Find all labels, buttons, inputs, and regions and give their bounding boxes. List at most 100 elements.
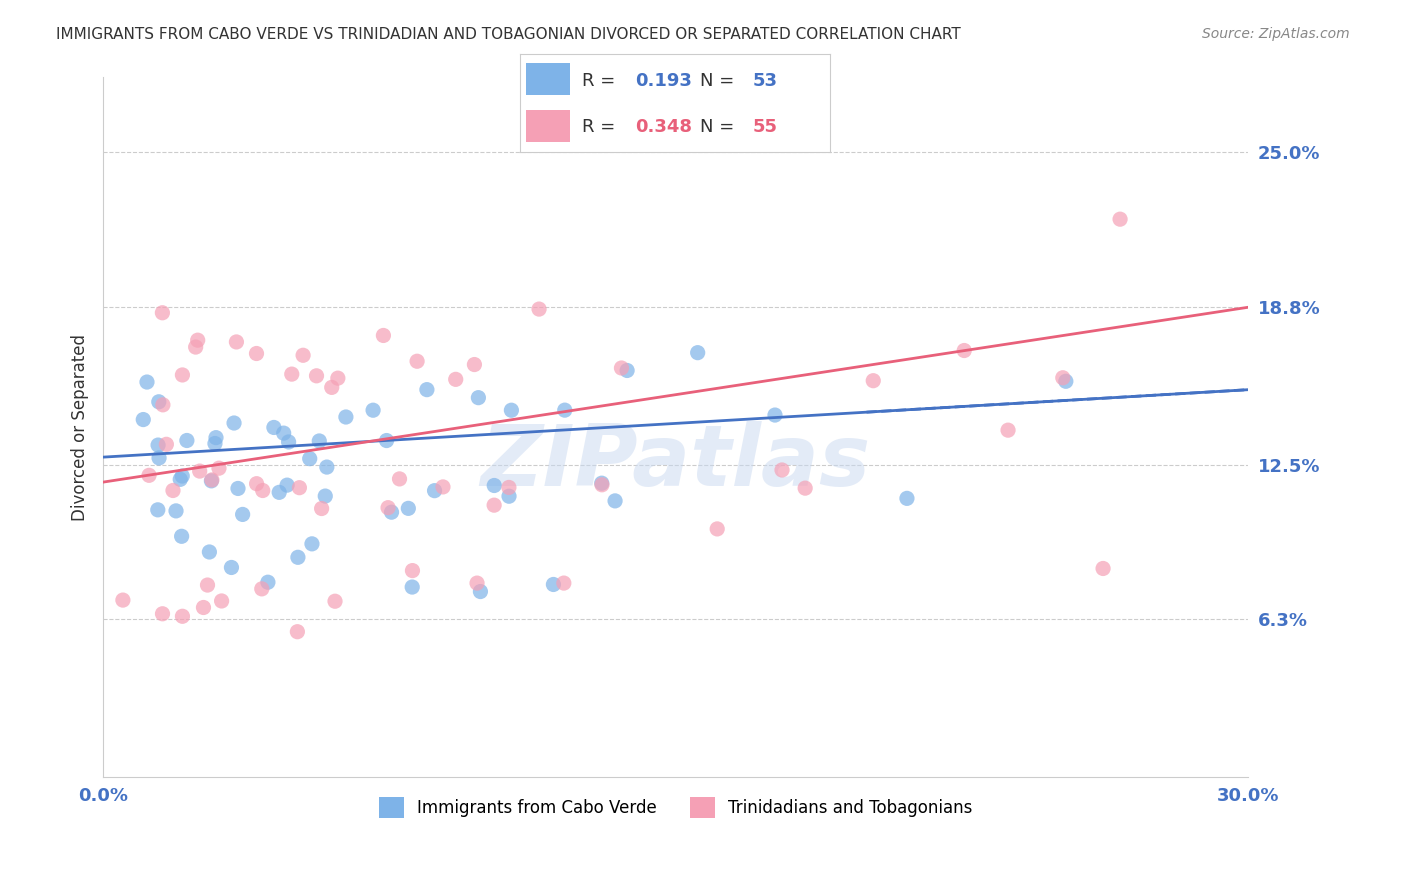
Point	[276, 478, 298, 492]
Point	[198, 545, 221, 559]
Point	[269, 485, 291, 500]
Text: N =: N =	[700, 72, 740, 90]
Point	[165, 504, 187, 518]
Text: Source: ZipAtlas.com: Source: ZipAtlas.com	[1202, 27, 1350, 41]
Point	[543, 577, 565, 591]
Point	[152, 398, 174, 412]
Point	[263, 420, 285, 434]
Point	[208, 461, 231, 475]
Point	[323, 594, 346, 608]
Point	[794, 481, 817, 495]
Point	[288, 481, 311, 495]
Text: IMMIGRANTS FROM CABO VERDE VS TRINIDADIAN AND TOBAGONIAN DIVORCED OR SEPARATED C: IMMIGRANTS FROM CABO VERDE VS TRINIDADIA…	[56, 27, 960, 42]
Point	[169, 472, 191, 486]
Point	[305, 368, 328, 383]
Point	[221, 560, 243, 574]
Point	[470, 584, 492, 599]
Point	[273, 426, 295, 441]
Bar	[526, 111, 569, 142]
Point	[444, 372, 467, 386]
Point	[482, 498, 505, 512]
Point	[373, 328, 395, 343]
Point	[222, 416, 245, 430]
Point	[170, 529, 193, 543]
Point	[298, 451, 321, 466]
Point	[232, 508, 254, 522]
Point	[463, 358, 485, 372]
Point	[172, 609, 194, 624]
Point	[896, 491, 918, 506]
Point	[997, 423, 1019, 437]
Point	[862, 374, 884, 388]
Point	[257, 575, 280, 590]
Point	[155, 437, 177, 451]
Point	[321, 380, 343, 394]
Point	[152, 607, 174, 621]
Point	[146, 503, 169, 517]
Point	[416, 383, 439, 397]
Point	[361, 403, 384, 417]
Point	[205, 431, 228, 445]
Point	[553, 576, 575, 591]
Point	[953, 343, 976, 358]
Point	[176, 434, 198, 448]
Point	[287, 624, 309, 639]
Point	[603, 494, 626, 508]
Point	[401, 580, 423, 594]
Point	[201, 473, 224, 487]
Point	[188, 464, 211, 478]
Text: N =: N =	[700, 118, 740, 136]
Point	[200, 474, 222, 488]
Point	[465, 576, 488, 591]
Point	[706, 522, 728, 536]
Point	[245, 346, 267, 360]
Point	[250, 582, 273, 596]
Point	[484, 478, 506, 492]
Point	[591, 477, 613, 491]
Point	[211, 594, 233, 608]
Point	[292, 348, 315, 362]
Point	[172, 368, 194, 382]
Point	[770, 463, 793, 477]
Point	[184, 340, 207, 354]
Point	[406, 354, 429, 368]
Point	[136, 375, 159, 389]
Point	[467, 391, 489, 405]
Point	[138, 468, 160, 483]
Y-axis label: Divorced or Separated: Divorced or Separated	[72, 334, 89, 521]
Point	[226, 482, 249, 496]
Point	[277, 434, 299, 449]
Point	[111, 593, 134, 607]
Point	[335, 409, 357, 424]
Point	[377, 500, 399, 515]
Point	[245, 476, 267, 491]
Bar	[526, 63, 569, 95]
Point	[591, 476, 613, 491]
Point	[132, 412, 155, 426]
Point	[1052, 371, 1074, 385]
Point	[148, 394, 170, 409]
Point	[315, 460, 337, 475]
Point	[396, 501, 419, 516]
Point	[281, 367, 304, 381]
Text: ZIPatlas: ZIPatlas	[481, 421, 870, 504]
Point	[146, 438, 169, 452]
Point	[225, 334, 247, 349]
Text: R =: R =	[582, 72, 621, 90]
Point	[287, 550, 309, 565]
Point	[148, 450, 170, 465]
Point	[193, 600, 215, 615]
Point	[401, 564, 423, 578]
Point	[388, 472, 411, 486]
Point	[763, 408, 786, 422]
Point	[311, 501, 333, 516]
Text: 55: 55	[752, 118, 778, 136]
Point	[616, 363, 638, 377]
Point	[301, 537, 323, 551]
Point	[432, 480, 454, 494]
Point	[686, 345, 709, 359]
Point	[150, 306, 173, 320]
Text: R =: R =	[582, 118, 621, 136]
Point	[527, 302, 550, 317]
Point	[1109, 212, 1132, 227]
